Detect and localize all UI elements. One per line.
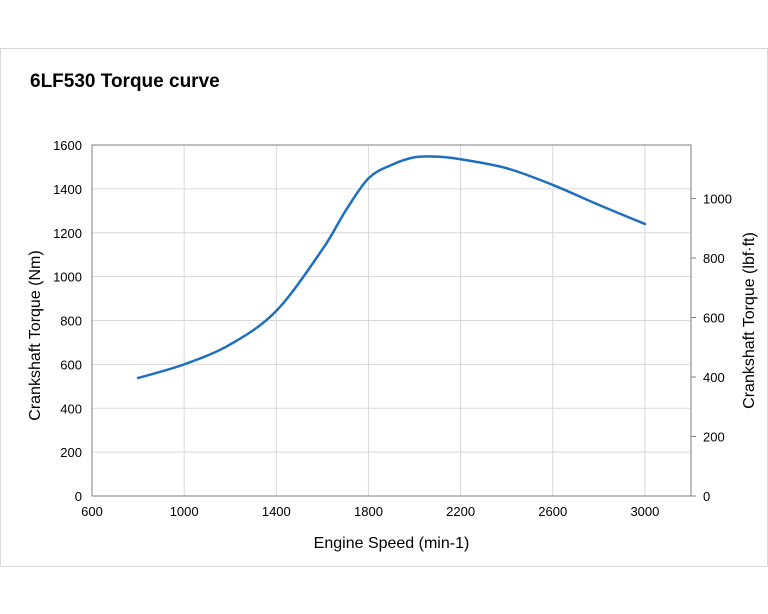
y-tick-label: 200: [60, 445, 82, 460]
plot-border: [91, 144, 692, 497]
x-tick-label: 2600: [538, 504, 567, 519]
x-tick-label: 1400: [262, 504, 291, 519]
y2-tick-label: 200: [703, 430, 725, 445]
y-tick-label: 1600: [53, 138, 82, 153]
y2-tick-label: 800: [703, 251, 725, 266]
y-tick-label: 0: [75, 489, 82, 504]
y2-tick-label: 400: [703, 370, 725, 385]
y-tick-label: 1000: [53, 270, 82, 285]
x-tick-label: 600: [81, 504, 103, 519]
x-tick-label: 1000: [170, 504, 199, 519]
y-axis-label: Crankshaft Torque (Nm): [27, 250, 44, 420]
y-tick-label: 1200: [53, 226, 82, 241]
y-tick-label: 800: [60, 314, 82, 329]
y2-tick-label: 1000: [703, 192, 732, 207]
x-tick-label: 2200: [446, 504, 475, 519]
x-tick-label: 1800: [354, 504, 383, 519]
y-tick-label: 600: [60, 357, 82, 372]
y2-axis-label: Crankshaft Torque (lbf·ft): [741, 232, 758, 409]
y2-tick-label: 600: [703, 311, 725, 326]
x-axis-label: Engine Speed (min-1): [314, 535, 470, 552]
y2-tick-label: 0: [703, 489, 710, 504]
chart-title: 6LF530 Torque curve: [30, 71, 220, 92]
torque-curve-line: [136, 155, 647, 380]
y-tick-label: 400: [60, 401, 82, 416]
y-tick-label: 1400: [53, 182, 82, 197]
x-tick-label: 3000: [630, 504, 659, 519]
